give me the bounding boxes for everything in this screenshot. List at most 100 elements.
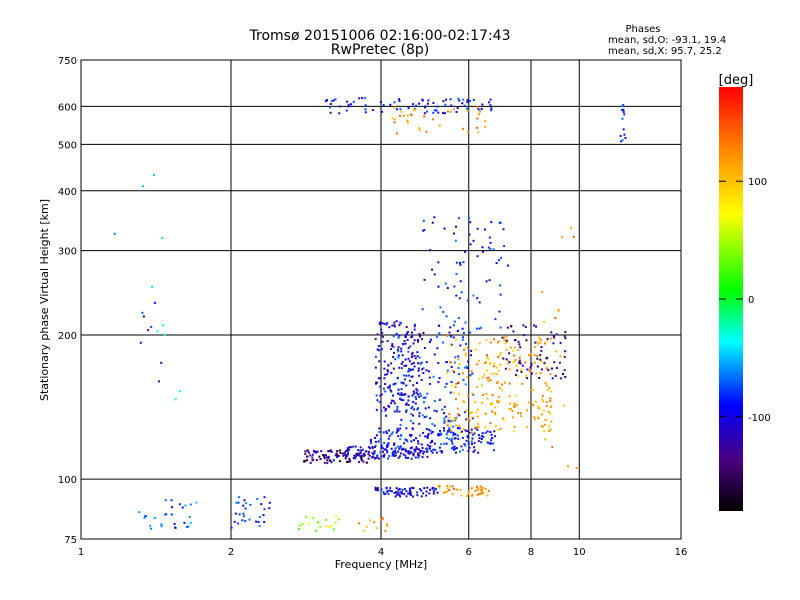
data-point: [477, 423, 480, 426]
data-point: [359, 455, 362, 458]
data-point: [242, 504, 245, 507]
data-point: [539, 372, 542, 375]
data-point: [501, 389, 504, 392]
data-point: [572, 235, 575, 238]
x-tick-label: 4: [378, 547, 384, 558]
data-point: [522, 324, 525, 327]
data-point: [403, 364, 406, 367]
data-point: [398, 410, 401, 413]
data-point: [559, 377, 562, 380]
data-point: [455, 382, 458, 385]
data-point: [453, 361, 456, 364]
data-point: [402, 399, 405, 402]
data-point: [262, 513, 265, 516]
data-point: [339, 105, 342, 108]
data-point: [445, 442, 448, 445]
data-point: [395, 487, 398, 490]
data-point: [402, 374, 405, 377]
data-point: [444, 103, 447, 106]
data-point: [378, 431, 381, 434]
data-point: [425, 428, 428, 431]
data-point: [327, 455, 330, 458]
data-point: [354, 455, 357, 458]
data-point: [397, 350, 400, 353]
data-point: [256, 497, 259, 500]
data-point: [512, 430, 515, 433]
data-point: [386, 322, 389, 325]
data-point: [472, 393, 475, 396]
data-point: [559, 341, 562, 344]
data-point: [534, 400, 537, 403]
data-point: [545, 404, 548, 407]
data-point: [367, 450, 370, 453]
data-point: [445, 433, 448, 436]
data-point: [149, 524, 152, 527]
data-point: [489, 103, 492, 106]
data-point: [404, 454, 407, 457]
data-point: [423, 228, 426, 231]
data-point: [386, 490, 389, 493]
data-point: [409, 447, 412, 450]
data-point: [386, 373, 389, 376]
data-point: [405, 374, 408, 377]
y-tick-label: 75: [64, 535, 77, 546]
data-point: [322, 455, 325, 458]
data-point: [363, 529, 366, 532]
data-point: [446, 110, 449, 113]
data-point: [453, 437, 456, 440]
data-point: [405, 490, 408, 493]
data-point: [332, 528, 335, 531]
data-point: [472, 239, 475, 242]
data-point: [408, 452, 411, 455]
data-point: [480, 326, 483, 329]
data-point: [476, 428, 479, 431]
data-point: [382, 104, 385, 107]
data-point: [157, 380, 160, 383]
data-point: [327, 450, 330, 453]
data-point: [548, 386, 551, 389]
data-point: [535, 325, 538, 328]
data-point: [413, 354, 416, 357]
data-point: [418, 454, 421, 457]
data-point: [420, 443, 423, 446]
data-point: [471, 442, 474, 445]
data-point: [466, 417, 469, 420]
data-point: [336, 449, 339, 452]
data-point: [426, 448, 429, 451]
data-point: [268, 501, 271, 504]
data-point: [393, 442, 396, 445]
data-point: [405, 332, 408, 335]
data-point: [506, 264, 509, 267]
data-point: [469, 331, 472, 334]
data-point: [420, 495, 423, 498]
data-point: [461, 338, 464, 341]
data-point: [360, 458, 363, 461]
data-point: [393, 491, 396, 494]
data-point: [526, 426, 529, 429]
data-point: [449, 326, 452, 329]
data-point: [466, 436, 469, 439]
data-point: [400, 392, 403, 395]
data-point: [381, 516, 384, 519]
data-point: [412, 495, 415, 498]
data-point: [393, 106, 396, 109]
data-point: [485, 280, 488, 283]
data-point: [418, 356, 421, 359]
data-point: [475, 485, 478, 488]
data-point: [508, 407, 511, 410]
data-point: [412, 439, 415, 442]
y-axis-ticks: 75 100 200 300 400 500 600 750: [58, 56, 77, 546]
data-point: [449, 110, 452, 113]
data-point: [537, 407, 540, 410]
data-point: [513, 402, 516, 405]
data-point: [428, 340, 431, 343]
data-point: [489, 98, 492, 101]
data-point: [386, 525, 389, 528]
data-point: [398, 114, 401, 117]
data-point: [466, 101, 469, 104]
data-point: [490, 442, 493, 445]
data-point: [364, 108, 367, 111]
data-point: [402, 447, 405, 450]
data-point: [512, 416, 515, 419]
data-point: [451, 442, 454, 445]
